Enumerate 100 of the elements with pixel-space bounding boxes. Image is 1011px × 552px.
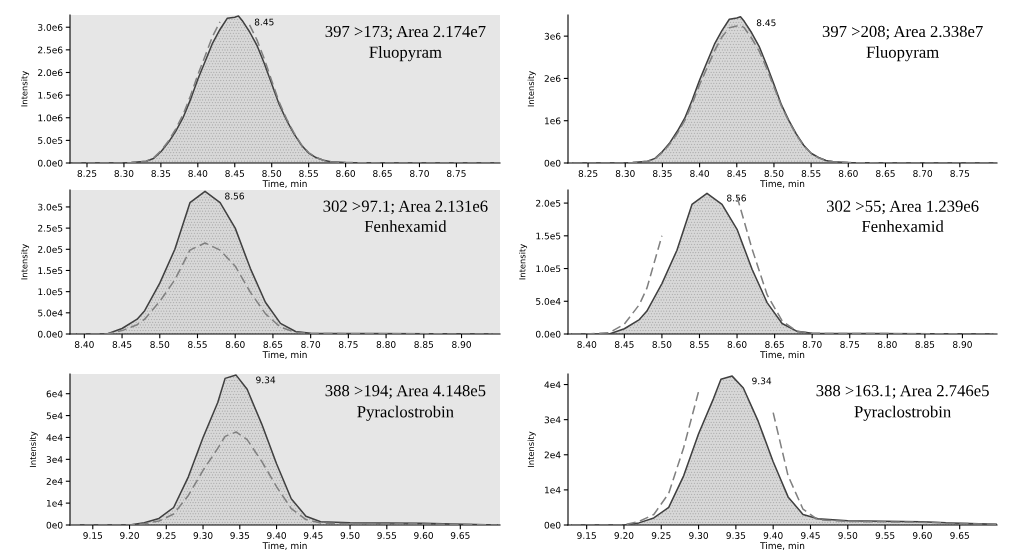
x-tick-label: 8.65: [373, 170, 392, 177]
y-tick-label: 1e4: [47, 499, 63, 507]
x-tick-label: 8.55: [188, 341, 207, 348]
y-axis-title: Intensity: [527, 431, 536, 467]
y-tick-label: 1.0e5: [536, 265, 561, 273]
x-tick-label: 8.60: [838, 170, 858, 177]
x-tick-label: 8.50: [764, 170, 784, 177]
annotation: 9.34: [256, 376, 276, 384]
x-tick-label: 8.90: [953, 341, 972, 348]
x-tick-label: 8.35: [151, 170, 171, 177]
x-tick-label: 9.15: [83, 532, 103, 539]
x-tick-label: 8.80: [877, 341, 897, 348]
y-tick-label: 1.5e6: [38, 91, 63, 99]
x-tick-label: 8.40: [74, 341, 94, 348]
x-tick-label: 9.25: [651, 532, 671, 539]
x-axis-title: Time, min: [262, 351, 307, 359]
y-tick-label: 4e4: [46, 434, 63, 442]
y-tick-label: 0.0e0: [38, 330, 63, 338]
x-tick-label: 9.60: [912, 532, 932, 539]
x-tick-label: 8.40: [188, 170, 208, 177]
x-tick-label: 8.45: [225, 170, 245, 177]
x-tick-label: 8.50: [150, 341, 170, 348]
x-axis-title: Time, min: [760, 542, 805, 550]
x-tick-label: 9.20: [120, 532, 139, 539]
annotation: Pyraclostrobin: [854, 405, 951, 421]
y-tick-label: 0e0: [46, 521, 63, 529]
x-tick-label: 8.85: [915, 341, 935, 348]
y-tick-label: 0e0: [544, 159, 561, 167]
x-tick-label: 8.70: [913, 170, 933, 177]
y-tick-label: 3e4: [544, 416, 561, 424]
annotation: 8.45: [756, 19, 776, 27]
x-tick-label: 8.70: [410, 170, 429, 177]
annotation: 302 >55; Area 1.239e6: [826, 200, 979, 215]
x-tick-label: 8.55: [690, 341, 709, 348]
y-tick-label: 3.0e6: [38, 23, 63, 31]
annotation: Fenhexamid: [364, 220, 447, 232]
x-tick-label: 8.60: [336, 170, 356, 177]
x-tick-label: 8.70: [802, 341, 822, 348]
y-tick-label: 1.5e5: [38, 267, 63, 275]
annotation: 388 >163.1; Area 2.746e5: [816, 385, 989, 399]
x-axis-title: Time, min: [760, 351, 805, 359]
x-tick-label: 8.40: [690, 170, 710, 177]
x-tick-label: 9.65: [450, 532, 470, 539]
annotation: Fenhexamid: [861, 220, 944, 232]
x-tick-label: 8.90: [452, 341, 471, 348]
x-tick-label: 8.60: [225, 341, 245, 348]
x-tick-label: 9.15: [577, 532, 596, 539]
x-tick-label: 9.45: [303, 532, 323, 539]
x-tick-label: 8.65: [876, 170, 895, 177]
y-tick-label: 6e4: [46, 390, 63, 398]
x-tick-label: 9.35: [726, 532, 746, 539]
annotation: 8.56: [727, 194, 746, 202]
annotation: 9.34: [752, 377, 772, 385]
x-axis-title: Time, min: [262, 180, 307, 188]
x-tick-label: 8.45: [112, 341, 132, 348]
y-axis-title: Intensity: [519, 244, 528, 280]
y-tick-label: 2.0e5: [38, 246, 63, 253]
y-tick-label: 2e4: [544, 451, 561, 459]
x-tick-label: 8.70: [301, 341, 321, 348]
line-series: [76, 242, 493, 334]
annotation: 8.56: [225, 192, 245, 200]
y-tick-label: 3e4: [46, 456, 63, 463]
y-tick-label: 0.0e0: [38, 159, 63, 167]
y-tick-label: 5e4: [46, 412, 63, 420]
x-tick-label: 9.25: [156, 532, 176, 539]
x-tick-label: 8.55: [299, 170, 318, 177]
y-tick-label: 2.0e6: [38, 69, 63, 77]
x-tick-label: 8.65: [765, 341, 784, 348]
x-tick-label: 8.55: [801, 170, 821, 177]
y-axis-title: Intensity: [21, 71, 30, 107]
x-tick-label: 9.45: [801, 532, 820, 539]
y-tick-label: 1.5e5: [536, 232, 561, 240]
y-tick-label: 3.0e5: [38, 203, 63, 211]
y-tick-label: 3e6: [544, 32, 561, 40]
y-tick-label: 2.5e6: [38, 46, 63, 54]
annotation: 388 >194; Area 4.148e5: [325, 385, 486, 399]
x-tick-label: 8.75: [950, 170, 970, 177]
x-tick-label: 8.60: [727, 341, 747, 348]
annotation: 8.45: [254, 18, 274, 26]
x-tick-label: 9.55: [377, 532, 397, 539]
x-tick-label: 8.50: [652, 341, 672, 348]
x-tick-label: 8.25: [578, 170, 598, 177]
y-tick-label: 5.0e4: [38, 309, 63, 317]
x-tick-label: 9.65: [950, 532, 969, 539]
y-tick-label: 0.0e0: [536, 330, 561, 338]
annotation: Fluopyram: [866, 46, 939, 62]
x-tick-label: 8.75: [338, 341, 358, 348]
annotation: Fluopyram: [369, 46, 442, 62]
x-tick-label: 8.30: [114, 170, 134, 177]
x-tick-label: 8.35: [652, 170, 672, 177]
x-axis-title: Time, min: [760, 180, 805, 188]
x-tick-label: 8.75: [446, 170, 466, 177]
x-tick-label: 9.40: [763, 532, 783, 539]
y-tick-label: 1e4: [545, 486, 561, 494]
x-tick-label: 8.45: [727, 170, 747, 177]
y-tick-label: 4e4: [544, 381, 561, 389]
y-tick-label: 5.0e4: [536, 298, 561, 305]
y-tick-label: 5.0e5: [38, 137, 63, 144]
x-tick-label: 8.80: [376, 341, 396, 348]
x-tick-label: 9.55: [875, 532, 895, 539]
